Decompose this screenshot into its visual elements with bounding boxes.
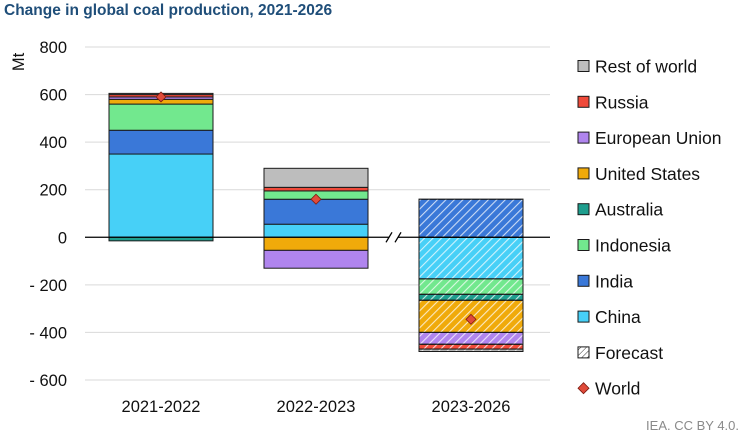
legend-label: World — [595, 379, 640, 399]
source-footer: IEA. CC BY 4.0. — [646, 418, 739, 433]
world-marker — [155, 91, 167, 103]
legend-label: European Union — [595, 128, 721, 148]
y-tick-label: 400 — [39, 134, 67, 152]
legend-swatch-forecast — [577, 346, 590, 359]
bar-segment-indonesia — [108, 103, 214, 131]
x-tick-label: 2022-2023 — [277, 398, 356, 416]
legend-label: Forecast — [595, 343, 663, 363]
forecast-hatch — [418, 198, 524, 238]
legend-label: Rest of world — [595, 57, 697, 77]
x-tick-label: 2023-2026 — [432, 398, 511, 416]
y-tick-label: - 400 — [29, 324, 67, 342]
forecast-hatch — [418, 348, 524, 352]
legend-label: United States — [595, 164, 700, 184]
forecast-hatch — [418, 278, 524, 295]
legend-swatch-china — [577, 310, 590, 323]
bar-segment-russia — [263, 186, 369, 192]
bar-segment-european-union — [263, 249, 369, 269]
forecast-hatch — [418, 293, 524, 301]
forecast-hatch — [418, 331, 524, 345]
forecast-hatch — [418, 236, 524, 280]
legend-swatch-russia — [577, 95, 590, 108]
legend-swatch-australia — [577, 203, 590, 216]
legend-swatch-world — [577, 382, 590, 395]
y-tick-label: - 200 — [29, 277, 67, 295]
legend-swatch-united-states — [577, 167, 590, 180]
legend-swatch-european-union — [577, 131, 590, 144]
legend-label: India — [595, 271, 633, 291]
legend-swatch-india — [577, 274, 590, 287]
bar-segment-india — [108, 129, 214, 155]
world-marker — [310, 193, 322, 205]
legend-label: Australia — [595, 200, 663, 220]
forecast-hatch — [418, 343, 524, 350]
axis-break — [385, 231, 393, 243]
y-tick-label: 0 — [58, 229, 67, 247]
bar-segment-china — [108, 153, 214, 238]
y-tick-label: 200 — [39, 182, 67, 200]
legend-label: Russia — [595, 92, 649, 112]
legend-swatch-indonesia — [577, 239, 590, 251]
legend-swatch-rest-of-world — [577, 60, 590, 72]
world-marker — [465, 313, 477, 325]
axis-break — [394, 231, 402, 243]
chart-title: Change in global coal production, 2021-2… — [4, 2, 333, 19]
bar-segment-rest-of-world — [263, 167, 369, 188]
y-tick-label: - 600 — [29, 372, 67, 390]
y-tick-label: 800 — [39, 39, 67, 57]
legend-label: Indonesia — [595, 236, 671, 256]
y-tick-label: 600 — [39, 87, 67, 105]
x-tick-label: 2021-2022 — [122, 398, 201, 416]
legend-label: China — [595, 307, 641, 327]
bar-segment-china — [263, 223, 369, 238]
bar-segment-united-states — [263, 236, 369, 251]
y-axis-label: Mt — [10, 52, 28, 71]
